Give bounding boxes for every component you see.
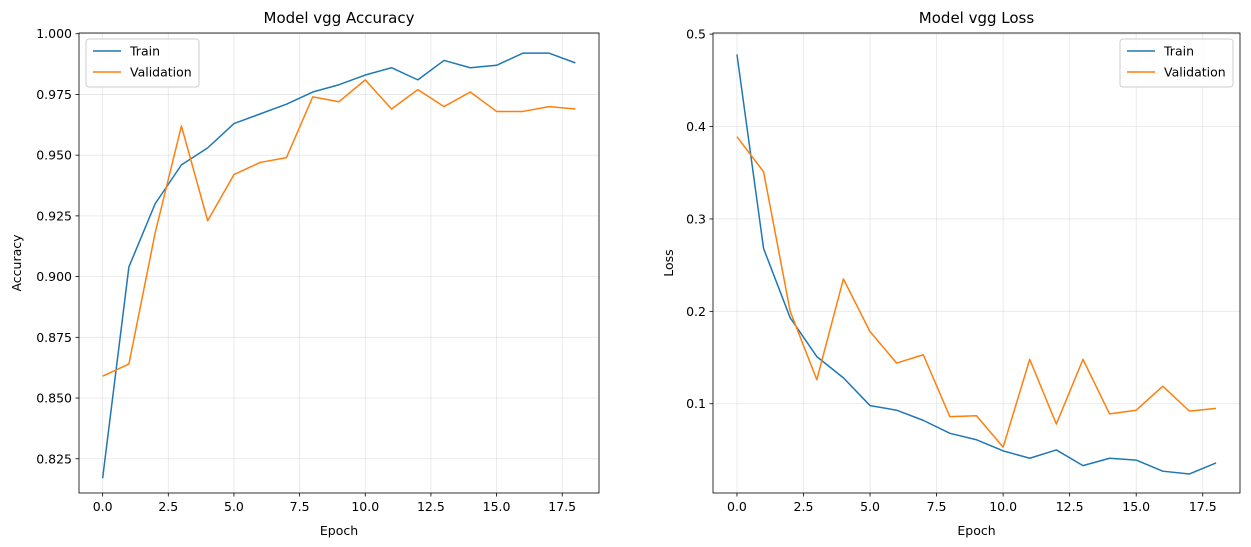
x-tick-label: 0.0	[727, 499, 747, 514]
y-tick-label: 0.900	[36, 269, 72, 284]
x-tick-label: 17.5	[1189, 499, 1217, 514]
legend: Train Validation	[1119, 38, 1234, 88]
x-tick-label: 10.0	[351, 499, 379, 514]
y-tick-label: 1.000	[36, 26, 72, 41]
y-axis-label: Loss	[661, 249, 676, 276]
legend-label-train: Train	[1163, 44, 1194, 59]
x-tick-label: 0.0	[93, 499, 113, 514]
y-tick-label: 0.3	[686, 211, 706, 226]
y-tick-label: 0.925	[36, 208, 72, 223]
x-tick-label: 10.0	[989, 499, 1017, 514]
x-tick-label: 15.0	[1122, 499, 1150, 514]
series-line-validation	[736, 136, 1217, 448]
y-tick-label: 0.5	[686, 27, 706, 42]
legend-label-train: Train	[129, 44, 160, 59]
y-tick-label: 0.975	[36, 87, 72, 102]
x-axis-label: Epoch	[957, 523, 995, 538]
chart-accuracy: 0.0 2.5 5.0 7.5 10.0 12.5 15.0 17.5 0.825 0.850 0.…	[9, 9, 600, 538]
y-tick-label: 0.2	[686, 304, 706, 319]
x-tick-label: 12.5	[1056, 499, 1084, 514]
y-tick-label: 0.850	[36, 391, 72, 406]
x-axis-label: Epoch	[320, 523, 358, 538]
y-tick-label: 0.950	[36, 148, 72, 163]
x-tick-label: 7.5	[290, 499, 310, 514]
x-tick-label: 2.5	[794, 499, 814, 514]
y-tick-label: 0.875	[36, 330, 72, 345]
x-tick-label: 12.5	[417, 499, 445, 514]
x-tick-label: 7.5	[927, 499, 947, 514]
series-line-train	[101, 52, 576, 479]
chart-title: Model vgg Loss	[919, 9, 1035, 27]
plot-frame	[78, 32, 600, 494]
series-line-validation	[102, 79, 576, 377]
y-tick-label: 0.825	[36, 451, 72, 466]
y-tick-label: 0.1	[686, 396, 706, 411]
plot-frame	[712, 32, 1241, 494]
y-axis-label: Accuracy	[9, 234, 24, 292]
y-tick-label: 0.4	[686, 119, 706, 134]
x-tick-label: 15.0	[483, 499, 511, 514]
series-line-train	[736, 54, 1217, 475]
legend-label-validation: Validation	[1164, 65, 1226, 80]
legend-label-validation: Validation	[130, 65, 192, 80]
x-tick-label: 17.5	[548, 499, 576, 514]
legend: Train Validation	[85, 38, 200, 88]
x-tick-label: 5.0	[860, 499, 880, 514]
x-tick-label: 2.5	[158, 499, 178, 514]
x-tick-label: 5.0	[224, 499, 244, 514]
chart-loss: 0.0 2.5 5.0 7.5 10.0 12.5 15.0 17.5 0.1 0.2 0.3 0.4…	[661, 9, 1241, 538]
chart-title: Model vgg Accuracy	[264, 9, 415, 27]
